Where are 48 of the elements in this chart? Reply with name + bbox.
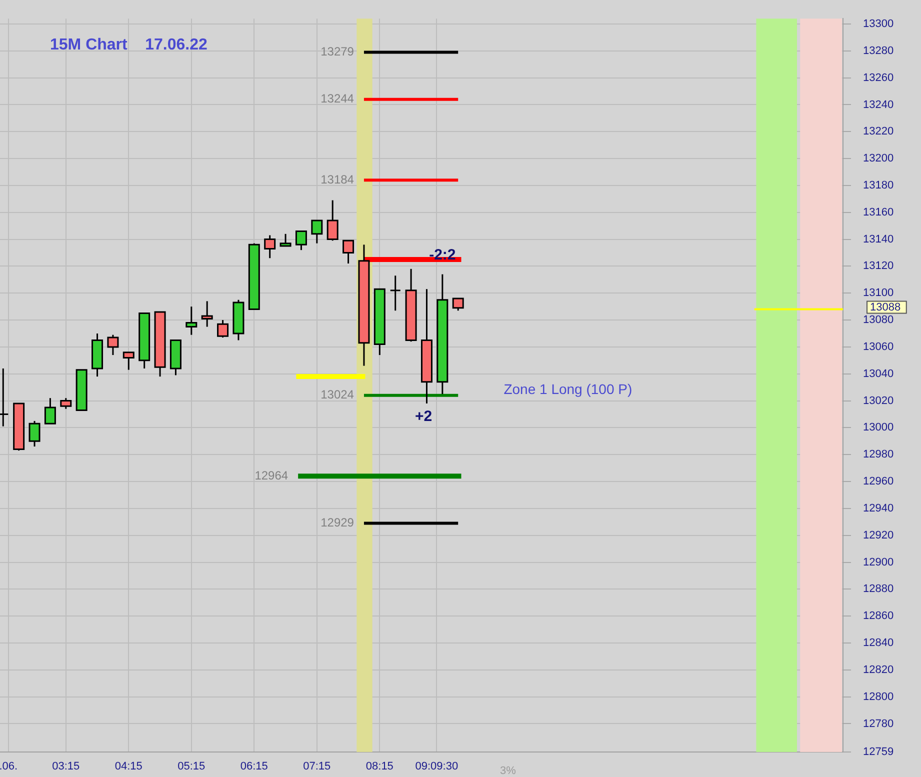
ref-line-label: 13244 — [320, 92, 354, 106]
ref-line-label: 13279 — [320, 44, 354, 59]
x-tick-label: 04:15 — [114, 760, 142, 773]
x-tick-label: 07:15 — [303, 760, 331, 773]
ref-line-label: 13184 — [320, 172, 354, 186]
x-tick-label: 05:15 — [178, 760, 206, 773]
candlestick — [390, 274, 402, 312]
y-tick-label: 12880 — [863, 583, 894, 596]
ref-line-label: 12964 — [254, 468, 288, 482]
y-tick-label: 13160 — [863, 206, 894, 218]
y-tick-label: 13260 — [863, 72, 894, 84]
y-tick-label: 13040 — [863, 368, 894, 380]
y-tick-label: 12980 — [863, 448, 894, 461]
y-tick-label: 12840 — [863, 637, 894, 650]
y-tick-label: 12900 — [863, 556, 894, 568]
y-tick-label: 12960 — [863, 476, 894, 488]
y-tick-label: 13020 — [863, 394, 894, 407]
y-tick-label: 13000 — [863, 422, 894, 434]
y-tick-label: 12860 — [863, 610, 894, 622]
text: 3% — [500, 765, 516, 777]
y-tick-label: 13240 — [863, 98, 894, 111]
ref-line-label: 12929 — [320, 516, 354, 530]
y-tick-label: 12759 — [863, 746, 894, 758]
x-tick-label: 09:09:30 — [415, 760, 458, 773]
annotation: Zone 1 Long (100 P) — [504, 380, 632, 397]
y-tick-label: 12780 — [863, 718, 894, 730]
x-tick-label: 06:15 — [240, 760, 268, 773]
y-tick-label: 12940 — [863, 502, 894, 514]
ref-line-label: 13024 — [320, 388, 354, 402]
x-tick-label: 03:15 — [52, 760, 80, 773]
text: 15M Chart 17.06.22 — [50, 36, 208, 54]
y-tick-label: 13080 — [863, 314, 894, 326]
y-tick-label: 13180 — [863, 179, 894, 192]
y-tick-label: 13060 — [863, 340, 894, 353]
y-tick-label: 12800 — [863, 690, 894, 703]
y-tick-label: 13300 — [863, 18, 894, 30]
y-tick-label: 13200 — [863, 152, 894, 165]
y-tick-label: 13120 — [863, 260, 894, 272]
y-tick-label: 13220 — [863, 126, 894, 138]
y-tick-label: 12820 — [863, 664, 894, 676]
annotation: +2 — [415, 408, 432, 426]
x-tick-label: .06. — [0, 760, 18, 773]
y-tick-label: 13140 — [863, 233, 894, 246]
y-tick-label: 13100 — [863, 287, 894, 300]
y-tick-label: 12920 — [863, 529, 894, 542]
y-tick-label: 13280 — [863, 44, 894, 57]
x-tick-label: 08:15 — [366, 760, 394, 773]
ref-line-label: 13088 — [870, 301, 901, 314]
